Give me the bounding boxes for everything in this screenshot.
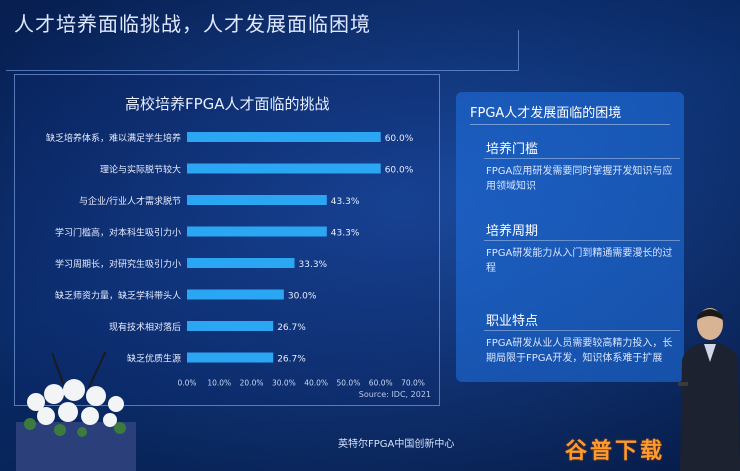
info-title: FPGA人才发展面临的困境 (470, 106, 622, 121)
value-label: 26.7% (277, 323, 306, 333)
x-tick-label: 60.0% (369, 379, 393, 388)
footer-text: 英特尔FPGA中国创新中心 (338, 439, 455, 450)
x-tick-label: 70.0% (401, 379, 425, 388)
section-heading-career: 职业特点 (486, 314, 539, 329)
category-label: 现有技术相对落后 (109, 321, 181, 333)
value-label: 43.3% (331, 197, 360, 207)
section-divider (484, 158, 680, 159)
bar-chart: 缺乏培养体系，难以满足学生培养 60.0% 理论与实际脱节较大 60.0% 与企业/行业… (46, 132, 425, 388)
category-label: 缺乏培养体系，难以满足学生培养 (46, 132, 181, 144)
section-divider (484, 240, 680, 241)
title-frame (6, 30, 519, 71)
section-heading-threshold: 培养门槛 (486, 142, 539, 157)
bar (187, 289, 284, 300)
category-label: 学习门槛高，对本科生吸引力小 (55, 227, 181, 239)
speaker-person (678, 308, 740, 471)
bar (187, 163, 381, 174)
category-label: 缺乏师资力量，缺乏学科带头人 (55, 290, 181, 302)
value-label: 60.0% (385, 134, 414, 144)
section-body-cycle: FPGA研发能力从入门到精通需要漫长的过程 (486, 248, 673, 274)
value-label: 60.0% (385, 166, 414, 176)
value-label: 26.7% (277, 355, 306, 365)
bar (187, 195, 327, 205)
section-body-career: FPGA研发从业人员需要较高精力投入，长期局限于FPGA开发，知识体系难于扩展 (486, 338, 673, 364)
category-label: 学习周期长，对研究生吸引力小 (55, 258, 181, 270)
bar (187, 226, 327, 237)
info-panel: FPGA人才发展面临的困境 培养门槛 FPGA应用研发需要同时掌握开发知识与应用… (456, 92, 684, 382)
value-label: 33.3% (299, 260, 328, 270)
category-label: 与企业/行业人才需求脱节 (79, 195, 181, 207)
section-divider (484, 330, 680, 331)
flower-arrangement (16, 379, 136, 471)
chart-title: 高校培养FPGA人才面临的挑战 (125, 95, 330, 113)
bar (187, 132, 381, 142)
info-divider (470, 124, 670, 125)
x-tick-label: 10.0% (207, 379, 231, 388)
category-label: 理论与实际脱节较大 (100, 164, 181, 176)
x-tick-label: 20.0% (240, 379, 264, 388)
x-tick-label: 40.0% (304, 379, 328, 388)
value-label: 43.3% (331, 229, 360, 239)
x-tick-label: 30.0% (272, 379, 296, 388)
value-label: 30.0% (288, 292, 317, 302)
x-tick-label: 50.0% (337, 379, 361, 388)
chart-panel: 高校培养FPGA人才面临的挑战 缺乏培养体系，难以满足学生培养 60.0% 理论与实… (14, 74, 440, 406)
section-body-threshold: FPGA应用研发需要同时掌握开发知识与应用领域知识 (486, 166, 673, 192)
bar (187, 321, 274, 331)
section-heading-cycle: 培养周期 (486, 224, 539, 239)
bar (187, 258, 295, 268)
watermark-text: 谷普下载 (565, 439, 666, 464)
x-tick-label: 0.0% (177, 379, 196, 388)
chart-source: Source: IDC, 2021 (358, 390, 431, 399)
bar (187, 352, 274, 363)
slide-title: 人才培养面临挑战，人才发展面临困境 (14, 12, 371, 36)
category-label: 缺乏优质生源 (127, 353, 181, 365)
